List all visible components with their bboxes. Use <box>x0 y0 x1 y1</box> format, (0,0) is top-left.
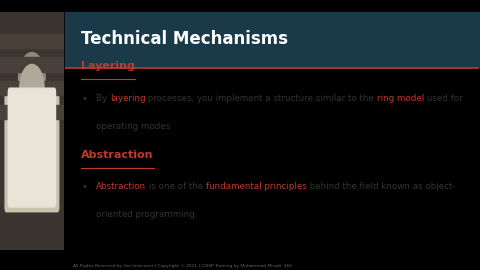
Text: Technical Mechanisms: Technical Mechanisms <box>81 31 288 49</box>
FancyBboxPatch shape <box>8 88 56 207</box>
Text: is one of the: is one of the <box>146 182 206 191</box>
Text: Abstraction: Abstraction <box>81 150 154 160</box>
Bar <box>65 12 479 67</box>
Bar <box>0 33 64 48</box>
Ellipse shape <box>20 65 44 112</box>
Text: oriented programming.: oriented programming. <box>96 210 197 219</box>
Text: layering: layering <box>110 94 145 103</box>
Text: Layering: Layering <box>81 60 135 71</box>
Text: fundamental principles: fundamental principles <box>206 182 307 191</box>
Text: ring model: ring model <box>377 94 424 103</box>
Text: operating modes: operating modes <box>96 122 170 131</box>
Text: behind the field known as object-: behind the field known as object- <box>307 182 455 191</box>
Text: By: By <box>96 94 110 103</box>
Bar <box>0 81 64 95</box>
Bar <box>0 57 64 72</box>
Text: processes, you implement a structure similar to the: processes, you implement a structure sim… <box>145 94 377 103</box>
Text: Abstraction: Abstraction <box>96 182 146 191</box>
Text: •: • <box>81 94 87 104</box>
Bar <box>0 105 64 119</box>
Text: used for: used for <box>424 94 463 103</box>
FancyBboxPatch shape <box>5 83 59 212</box>
Text: •: • <box>81 182 87 192</box>
Ellipse shape <box>19 53 45 105</box>
Text: All Rights Reserved by the Instructor | Copyright © 2021 | CISSP Training by Muh: All Rights Reserved by the Instructor | … <box>73 264 292 268</box>
